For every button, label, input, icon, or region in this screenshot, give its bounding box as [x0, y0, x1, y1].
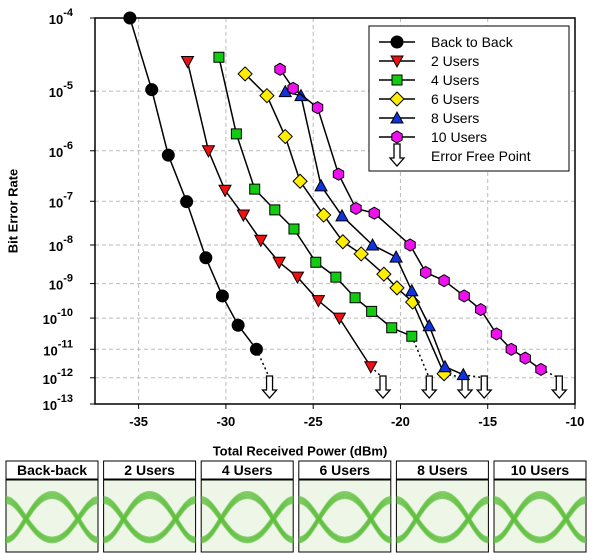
marker	[476, 304, 486, 316]
marker	[181, 196, 193, 208]
legend-label: 8 Users	[431, 110, 479, 126]
marker	[391, 36, 403, 48]
marker	[333, 168, 343, 180]
eye-label: Back-back	[17, 462, 87, 478]
y-tick-label: 10-7	[49, 190, 73, 210]
x-tick-label: -10	[566, 414, 585, 429]
eye-label: 2 Users	[124, 462, 175, 478]
marker	[162, 149, 174, 161]
y-tick-label: 10-13	[43, 393, 73, 413]
marker	[200, 252, 212, 264]
eye-label: 4 Users	[222, 462, 273, 478]
marker	[312, 102, 322, 114]
y-tick-label: 10-5	[49, 80, 73, 100]
marker	[331, 272, 341, 282]
marker	[288, 82, 298, 94]
marker	[270, 205, 280, 215]
marker	[369, 207, 379, 219]
marker	[250, 184, 260, 194]
eye-label: 10 Users	[511, 462, 570, 478]
marker	[367, 306, 377, 316]
y-tick-label: 10-10	[43, 307, 73, 327]
marker	[392, 75, 402, 85]
marker	[405, 239, 415, 251]
marker	[439, 275, 449, 287]
x-tick-label: -20	[391, 414, 410, 429]
legend-label: 10 Users	[431, 129, 487, 145]
y-tick-label: 10-4	[49, 7, 74, 27]
x-tick-label: -25	[304, 414, 323, 429]
marker	[351, 202, 361, 214]
marker	[250, 343, 262, 355]
legend-label: Error Free Point	[431, 148, 531, 164]
marker	[536, 363, 546, 375]
eye-label: 6 Users	[320, 462, 371, 478]
marker	[214, 52, 224, 62]
x-tick-label: -30	[217, 414, 236, 429]
marker	[289, 224, 299, 234]
chart: Total Received Power (dBm) Bit Error Rat…	[0, 0, 596, 553]
marker	[311, 257, 321, 267]
marker	[387, 323, 397, 333]
marker	[231, 129, 241, 139]
marker	[421, 266, 431, 278]
legend-label: Back to Back	[431, 34, 514, 50]
marker	[407, 331, 417, 341]
marker	[275, 63, 285, 75]
x-axis-label: Total Received Power (dBm)	[213, 443, 388, 458]
y-tick-label: 10-11	[43, 338, 73, 358]
marker	[146, 84, 158, 96]
x-tick-label: -15	[478, 414, 497, 429]
marker	[232, 319, 244, 331]
y-tick-label: 10-9	[49, 273, 73, 293]
y-tick-label: 10-6	[49, 140, 73, 160]
marker	[216, 290, 228, 302]
marker	[506, 343, 516, 355]
legend-label: 6 Users	[431, 91, 479, 107]
marker	[124, 12, 136, 24]
legend-label: 4 Users	[431, 72, 479, 88]
eye-label: 8 Users	[417, 462, 468, 478]
x-tick-label: -35	[129, 414, 148, 429]
marker	[491, 328, 501, 340]
marker	[459, 290, 469, 302]
marker	[350, 293, 360, 303]
y-tick-label: 10-8	[49, 234, 73, 254]
legend-label: 2 Users	[431, 53, 479, 69]
y-axis-label: Bit Error Rate	[5, 169, 20, 254]
y-tick-label: 10-12	[43, 367, 73, 387]
marker	[520, 352, 530, 364]
marker	[392, 131, 402, 143]
